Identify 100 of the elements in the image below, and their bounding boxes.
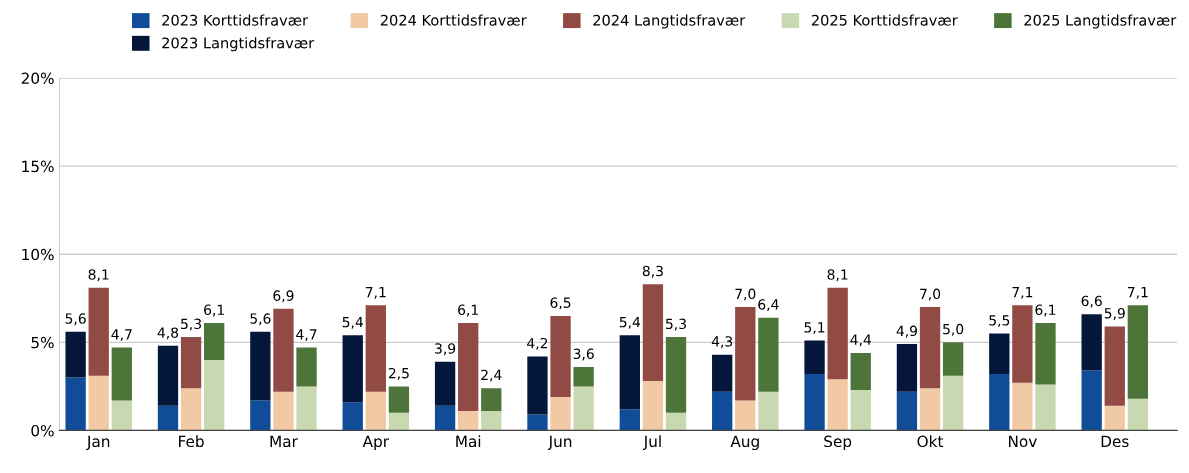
bar bbox=[296, 386, 317, 431]
bar bbox=[250, 400, 271, 431]
bar bbox=[111, 400, 132, 431]
bar bbox=[573, 386, 594, 431]
x-tick-label: Okt bbox=[917, 435, 944, 448]
total-label: 6,6 bbox=[1081, 295, 1102, 308]
bar bbox=[1127, 398, 1149, 431]
bar bbox=[573, 367, 594, 387]
total-label: 4,2 bbox=[527, 337, 548, 350]
bar bbox=[365, 305, 386, 392]
legend-label: 2025 Korttidsfravær bbox=[811, 14, 958, 26]
bar bbox=[481, 388, 502, 412]
total-label: 4,7 bbox=[111, 329, 132, 342]
total-label: 4,8 bbox=[157, 327, 179, 340]
bar bbox=[388, 412, 410, 431]
bar bbox=[619, 409, 640, 431]
total-label: 8,1 bbox=[88, 269, 109, 282]
legend-label: 2024 Korttidsfravær bbox=[380, 14, 527, 26]
bar bbox=[989, 333, 1010, 375]
total-label: 6,9 bbox=[273, 290, 294, 303]
bar bbox=[342, 335, 363, 403]
bar bbox=[1104, 326, 1125, 406]
bar bbox=[180, 388, 202, 431]
bar bbox=[157, 405, 179, 431]
bar bbox=[204, 359, 225, 431]
total-label: 5,5 bbox=[989, 315, 1010, 327]
total-label: 3,6 bbox=[573, 348, 594, 361]
bar bbox=[388, 386, 410, 413]
x-tick-label: Feb bbox=[179, 435, 204, 448]
total-label: 7,1 bbox=[1012, 287, 1033, 299]
legend-label: 2023 Langtidsfravær bbox=[162, 37, 315, 52]
total-label: 5,6 bbox=[250, 313, 271, 326]
bar bbox=[342, 402, 363, 431]
bar bbox=[527, 414, 548, 431]
bar bbox=[827, 287, 848, 380]
bar bbox=[735, 400, 756, 431]
total-label: 7,1 bbox=[1127, 287, 1148, 299]
total-label: 2,5 bbox=[388, 367, 409, 380]
total-label: 4,7 bbox=[296, 329, 317, 342]
bar bbox=[642, 284, 664, 382]
bar bbox=[827, 379, 848, 431]
x-tick-label: Jan bbox=[86, 435, 110, 450]
bar bbox=[458, 411, 479, 431]
y-tick-label: 10% bbox=[22, 248, 54, 261]
x-tick-label: Jul bbox=[642, 435, 661, 450]
total-label: 5,3 bbox=[666, 318, 686, 331]
y-tick-label: 0% bbox=[31, 424, 54, 437]
total-label: 5,1 bbox=[804, 322, 825, 335]
bar bbox=[896, 391, 918, 431]
bar bbox=[458, 322, 479, 412]
bar bbox=[896, 344, 918, 392]
bar bbox=[850, 389, 871, 431]
bar bbox=[1012, 382, 1033, 431]
total-label: 4,3 bbox=[711, 336, 733, 349]
bar bbox=[273, 391, 294, 431]
bar bbox=[919, 388, 941, 431]
total-label: 6,5 bbox=[550, 297, 571, 310]
y-tick-label: 5% bbox=[31, 336, 54, 349]
total-label: 7,1 bbox=[365, 287, 386, 299]
bar bbox=[665, 412, 687, 431]
total-label: 4,4 bbox=[850, 334, 872, 347]
bar bbox=[434, 361, 456, 406]
total-label: 5,6 bbox=[65, 313, 86, 326]
total-label: 5,4 bbox=[342, 316, 363, 329]
bar bbox=[1035, 322, 1056, 385]
x-tick-label: Nov bbox=[1008, 435, 1037, 448]
x-tick-label: Jun bbox=[547, 435, 572, 450]
bar bbox=[111, 347, 132, 401]
bar bbox=[735, 307, 756, 401]
total-label: 6,4 bbox=[758, 299, 779, 312]
total-label: 8,1 bbox=[827, 269, 848, 282]
bar bbox=[989, 374, 1010, 431]
bar bbox=[665, 337, 687, 413]
bar bbox=[65, 377, 86, 431]
bar bbox=[250, 331, 271, 401]
total-label: 6,1 bbox=[204, 304, 224, 317]
bar bbox=[296, 347, 317, 387]
x-tick-label: Aug bbox=[730, 435, 759, 451]
bar bbox=[1081, 314, 1102, 371]
bar bbox=[1081, 370, 1102, 431]
total-label: 7,0 bbox=[735, 288, 756, 301]
total-label: 5,9 bbox=[1104, 307, 1125, 320]
bar bbox=[88, 375, 109, 431]
total-label: 2,4 bbox=[481, 369, 502, 382]
bar bbox=[550, 396, 571, 431]
bar bbox=[919, 307, 941, 389]
y-tick-label: 20% bbox=[21, 72, 54, 85]
bar bbox=[804, 340, 825, 375]
bar bbox=[527, 356, 548, 415]
bar bbox=[273, 308, 294, 392]
x-tick-label: Mai bbox=[456, 435, 481, 448]
y-tick-label: 15% bbox=[22, 160, 54, 173]
bar bbox=[850, 352, 871, 390]
bar bbox=[758, 391, 779, 431]
bar bbox=[180, 337, 202, 389]
bar bbox=[1104, 405, 1125, 431]
total-label: 5,0 bbox=[943, 323, 964, 336]
x-tick-label: Sep bbox=[824, 435, 852, 451]
x-tick-label: Des bbox=[1101, 435, 1129, 448]
bar bbox=[550, 315, 571, 397]
